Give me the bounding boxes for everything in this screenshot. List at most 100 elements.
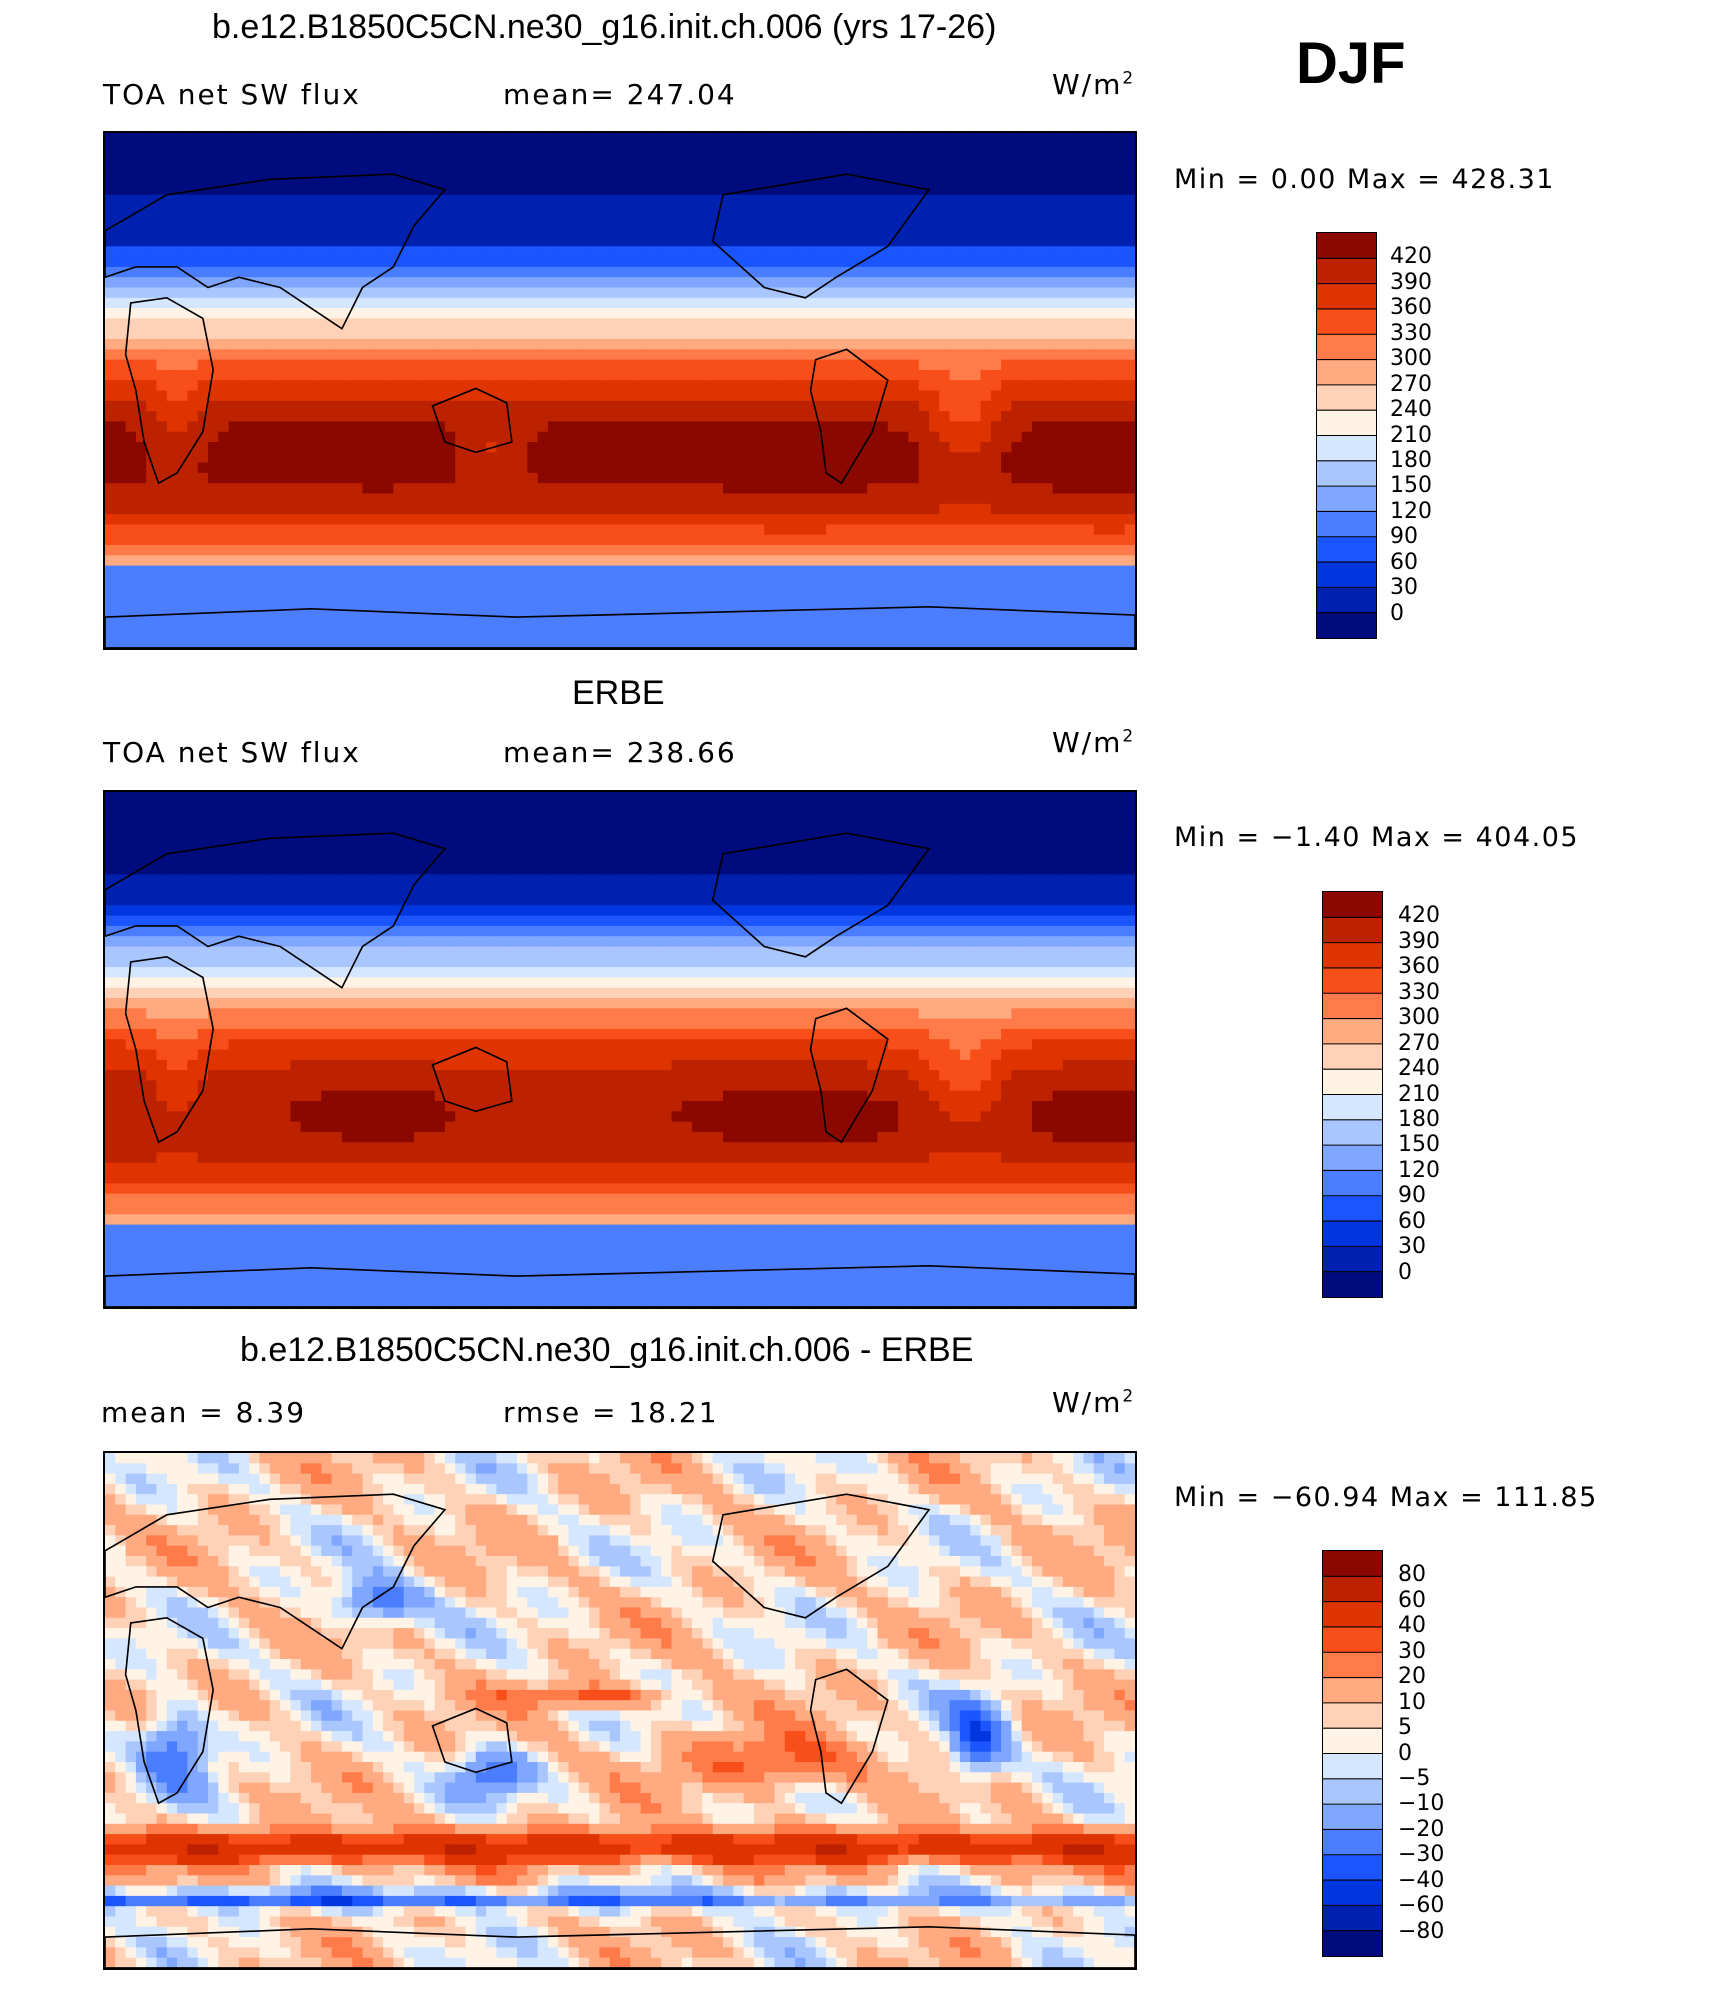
field-cell: [578, 297, 590, 309]
field-cell: [836, 565, 848, 577]
field-cell: [990, 184, 1002, 196]
field-cell: [1093, 606, 1105, 618]
field-cell: [764, 174, 776, 186]
field-cell: [1073, 236, 1085, 247]
field-cell: [1062, 514, 1074, 526]
field-cell: [630, 205, 642, 217]
field-cell: [558, 637, 570, 648]
field-cell: [630, 555, 642, 567]
field-cell: [166, 163, 178, 175]
field-cell: [918, 555, 930, 567]
field-cell: [650, 452, 662, 464]
field-cell: [609, 483, 621, 495]
field-cell: [640, 421, 652, 433]
field-cell: [970, 256, 982, 268]
field-cell: [506, 627, 518, 639]
field-cell: [1073, 627, 1085, 639]
field-cell: [321, 163, 333, 175]
field-cell: [929, 133, 940, 144]
field-cell: [980, 359, 992, 371]
field-cell: [527, 452, 539, 464]
field-cell: [135, 493, 147, 505]
field-cell: [568, 596, 580, 608]
field-cell: [815, 586, 827, 598]
field-cell: [197, 596, 209, 608]
field-cell: [939, 225, 951, 237]
field-cell: [980, 421, 992, 433]
field-cell: [208, 493, 219, 505]
field-cell: [918, 339, 930, 350]
field-cell: [321, 637, 333, 648]
field-cell: [280, 163, 292, 175]
field-cell: [898, 205, 910, 217]
field-cell: [959, 462, 971, 474]
field-cell: [1001, 380, 1013, 392]
field-cell: [341, 246, 353, 258]
field-cell: [228, 586, 240, 598]
field-cell: [568, 534, 580, 546]
field-cell: [228, 524, 240, 536]
field-cell: [887, 143, 899, 155]
field-cell: [774, 493, 786, 505]
field-cell: [908, 277, 920, 289]
field-cell: [939, 153, 951, 165]
field-cell: [208, 163, 219, 175]
field-cell: [723, 225, 734, 237]
field-cell: [187, 493, 199, 505]
field-cell: [300, 215, 312, 227]
field-cell: [383, 421, 395, 433]
field-cell: [568, 308, 580, 320]
field-cell: [146, 328, 158, 340]
field-cell: [1021, 483, 1033, 495]
field-cell: [259, 472, 271, 484]
field-cell: [1042, 545, 1054, 556]
field-cell: [434, 534, 446, 546]
field-cell: [403, 411, 415, 423]
field-cell: [1032, 287, 1043, 299]
field-cell: [424, 277, 436, 289]
field-cell: [527, 627, 539, 639]
field-cell: [784, 297, 796, 309]
field-cell: [311, 143, 322, 155]
field-cell: [1093, 287, 1105, 299]
field-cell: [620, 318, 631, 330]
field-cell: [805, 308, 817, 320]
field-cell: [990, 143, 1002, 155]
field-cell: [311, 514, 322, 526]
field-cell: [290, 225, 302, 237]
field-cell: [774, 524, 786, 536]
field-cell: [249, 174, 261, 186]
field-cell: [970, 246, 982, 258]
field-cell: [1032, 586, 1043, 598]
field-cell: [135, 349, 147, 361]
field-cell: [1021, 194, 1033, 206]
field-cell: [918, 472, 930, 484]
field-cell: [959, 452, 971, 464]
field-cell: [187, 524, 199, 536]
field-cell: [815, 153, 827, 165]
field-cell: [929, 565, 940, 577]
field-cell: [846, 524, 858, 536]
field-cell: [764, 133, 776, 144]
field-cell: [702, 524, 714, 536]
field-cell: [527, 277, 539, 289]
field-cell: [640, 143, 652, 155]
field-cell: [208, 514, 219, 526]
field-cell: [836, 421, 848, 433]
field-cell: [558, 369, 570, 381]
field-cell: [506, 205, 518, 217]
field-cell: [414, 586, 425, 598]
field-cell: [867, 308, 879, 320]
field-cell: [753, 174, 765, 186]
field-cell: [444, 339, 456, 350]
field-cell: [898, 627, 910, 639]
field-cell: [846, 555, 858, 567]
field-cell: [1011, 514, 1023, 526]
field-cell: [681, 266, 693, 278]
field-cell: [743, 596, 755, 608]
field-cell: [1104, 442, 1116, 453]
field-cell: [321, 153, 333, 165]
field-cell: [609, 431, 621, 443]
field-cell: [280, 596, 292, 608]
field-cell: [630, 503, 642, 515]
